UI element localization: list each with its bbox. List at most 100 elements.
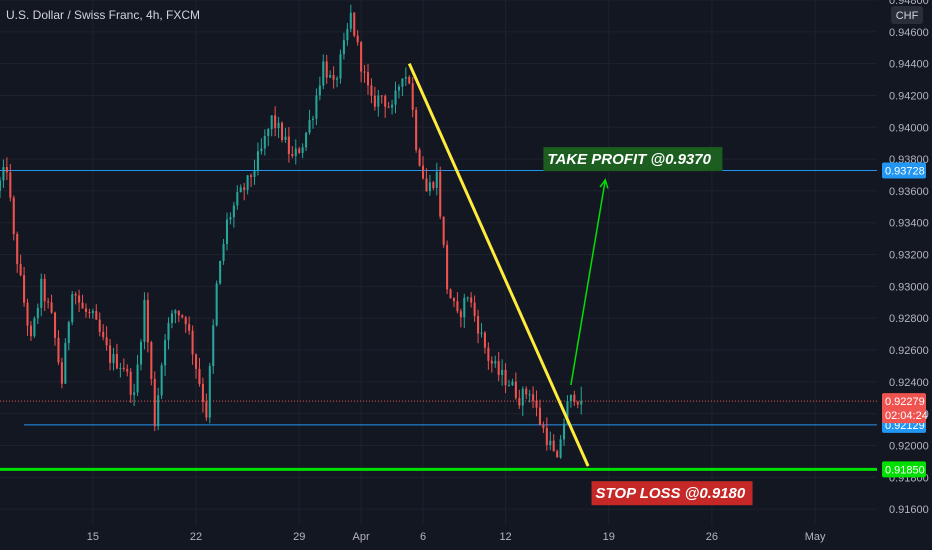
candle-body xyxy=(305,132,308,148)
candle-body xyxy=(294,148,297,156)
candle-body xyxy=(391,104,394,108)
candle-body xyxy=(501,369,504,375)
candle-body xyxy=(490,360,493,364)
candle-body xyxy=(394,90,397,105)
current-price-tag-bg xyxy=(882,393,926,424)
candle-body xyxy=(50,302,53,313)
candle-body xyxy=(336,78,339,80)
candle-body xyxy=(88,311,91,313)
candle-body xyxy=(236,192,239,206)
candle-body xyxy=(284,136,287,140)
candle-body xyxy=(452,298,456,302)
currency-badge[interactable]: CHF xyxy=(891,6,923,24)
time-tick-label: 29 xyxy=(293,531,305,543)
candle-body xyxy=(29,325,32,337)
candle-body xyxy=(19,264,22,276)
candle-body xyxy=(573,394,576,403)
stop-loss-label: STOP LOSS @0.9180 xyxy=(591,481,753,506)
candle-body xyxy=(446,244,449,290)
time-tick-label: 19 xyxy=(603,531,615,543)
candle-body xyxy=(425,178,428,192)
candle-body xyxy=(380,95,383,97)
candle-body xyxy=(514,381,517,399)
candle-body xyxy=(487,347,490,361)
candle-body xyxy=(518,398,521,406)
price-axis-panel[interactable] xyxy=(877,0,932,550)
candle-body xyxy=(291,154,294,156)
arrow-head xyxy=(599,178,609,189)
candle-body xyxy=(387,106,390,108)
candle-body xyxy=(81,302,84,309)
time-axis-panel[interactable] xyxy=(0,525,932,550)
candle-body xyxy=(576,402,579,405)
candle-body xyxy=(370,85,373,96)
candle-body xyxy=(91,311,94,313)
candle-body xyxy=(109,345,112,363)
candle-body xyxy=(71,294,74,323)
price-levels xyxy=(0,170,877,471)
candle-body xyxy=(84,308,88,312)
candle-body xyxy=(308,119,311,133)
price-tick-label: 0.92800 xyxy=(889,313,929,325)
price-tick-label: 0.93200 xyxy=(889,250,929,262)
candle-body xyxy=(473,302,476,316)
candle-body xyxy=(322,61,325,86)
candle-body xyxy=(542,424,545,428)
candle-body xyxy=(298,148,301,153)
candle-body xyxy=(33,318,36,337)
candle-body xyxy=(528,394,531,396)
candle-body xyxy=(559,439,562,458)
current-price-tag: 0.92279 xyxy=(885,396,925,408)
price-tick-label: 0.94200 xyxy=(889,90,929,102)
candle-body xyxy=(133,392,136,395)
candle-body xyxy=(205,401,208,418)
candle-body xyxy=(246,175,249,190)
candle-body xyxy=(483,332,486,348)
candle-body xyxy=(470,297,473,303)
candle-body xyxy=(115,354,118,369)
candle-body xyxy=(421,165,425,179)
candle-body xyxy=(404,77,407,79)
candle-body xyxy=(174,310,177,314)
take-profit-label-text: TAKE PROFIT @0.9370 xyxy=(547,151,711,168)
price-tag-bg xyxy=(882,461,926,478)
candle-body xyxy=(280,122,284,140)
candle-body xyxy=(198,368,201,385)
candle-body xyxy=(222,244,225,261)
candle-body xyxy=(449,289,452,299)
take-profit-label-box xyxy=(543,147,723,172)
candle-body xyxy=(57,337,60,363)
time-axis: 15 22 29 Apr 6 12 19 26 May xyxy=(87,531,826,543)
candle-body xyxy=(184,317,187,325)
candle-body xyxy=(377,95,380,107)
candle-body xyxy=(428,182,431,192)
candle-body xyxy=(181,315,184,318)
candle-body xyxy=(26,302,29,326)
candle-body xyxy=(170,313,173,323)
candle-body xyxy=(47,301,50,303)
candle-body xyxy=(2,167,5,181)
candle-body xyxy=(267,129,270,137)
candle-body xyxy=(439,171,442,217)
price-tick-label: 0.92000 xyxy=(889,440,929,452)
price-tick-label: 0.94800 xyxy=(889,0,929,7)
time-tick-label: 6 xyxy=(420,531,426,543)
candle-body xyxy=(188,324,191,331)
candle-body xyxy=(164,340,167,366)
price-tick-label: 0.92400 xyxy=(889,377,929,389)
candle-body xyxy=(150,342,153,379)
candle-body xyxy=(545,427,548,445)
candle-body xyxy=(78,295,81,303)
price-tick-label: 0.94000 xyxy=(889,122,929,134)
chart-title: U.S. Dollar / Swiss Franc, 4h, FXCM xyxy=(6,8,200,22)
candlestick-series xyxy=(0,4,583,459)
candle-body xyxy=(287,136,290,154)
drawings: TAKE PROFIT @0.9370 STOP LOSS @0.9180 xyxy=(407,63,753,506)
candle-body xyxy=(456,301,459,312)
candle-body xyxy=(122,367,125,369)
candle-body xyxy=(177,310,180,316)
price-tag: 0.93728 xyxy=(885,166,925,178)
candle-body xyxy=(219,260,222,284)
